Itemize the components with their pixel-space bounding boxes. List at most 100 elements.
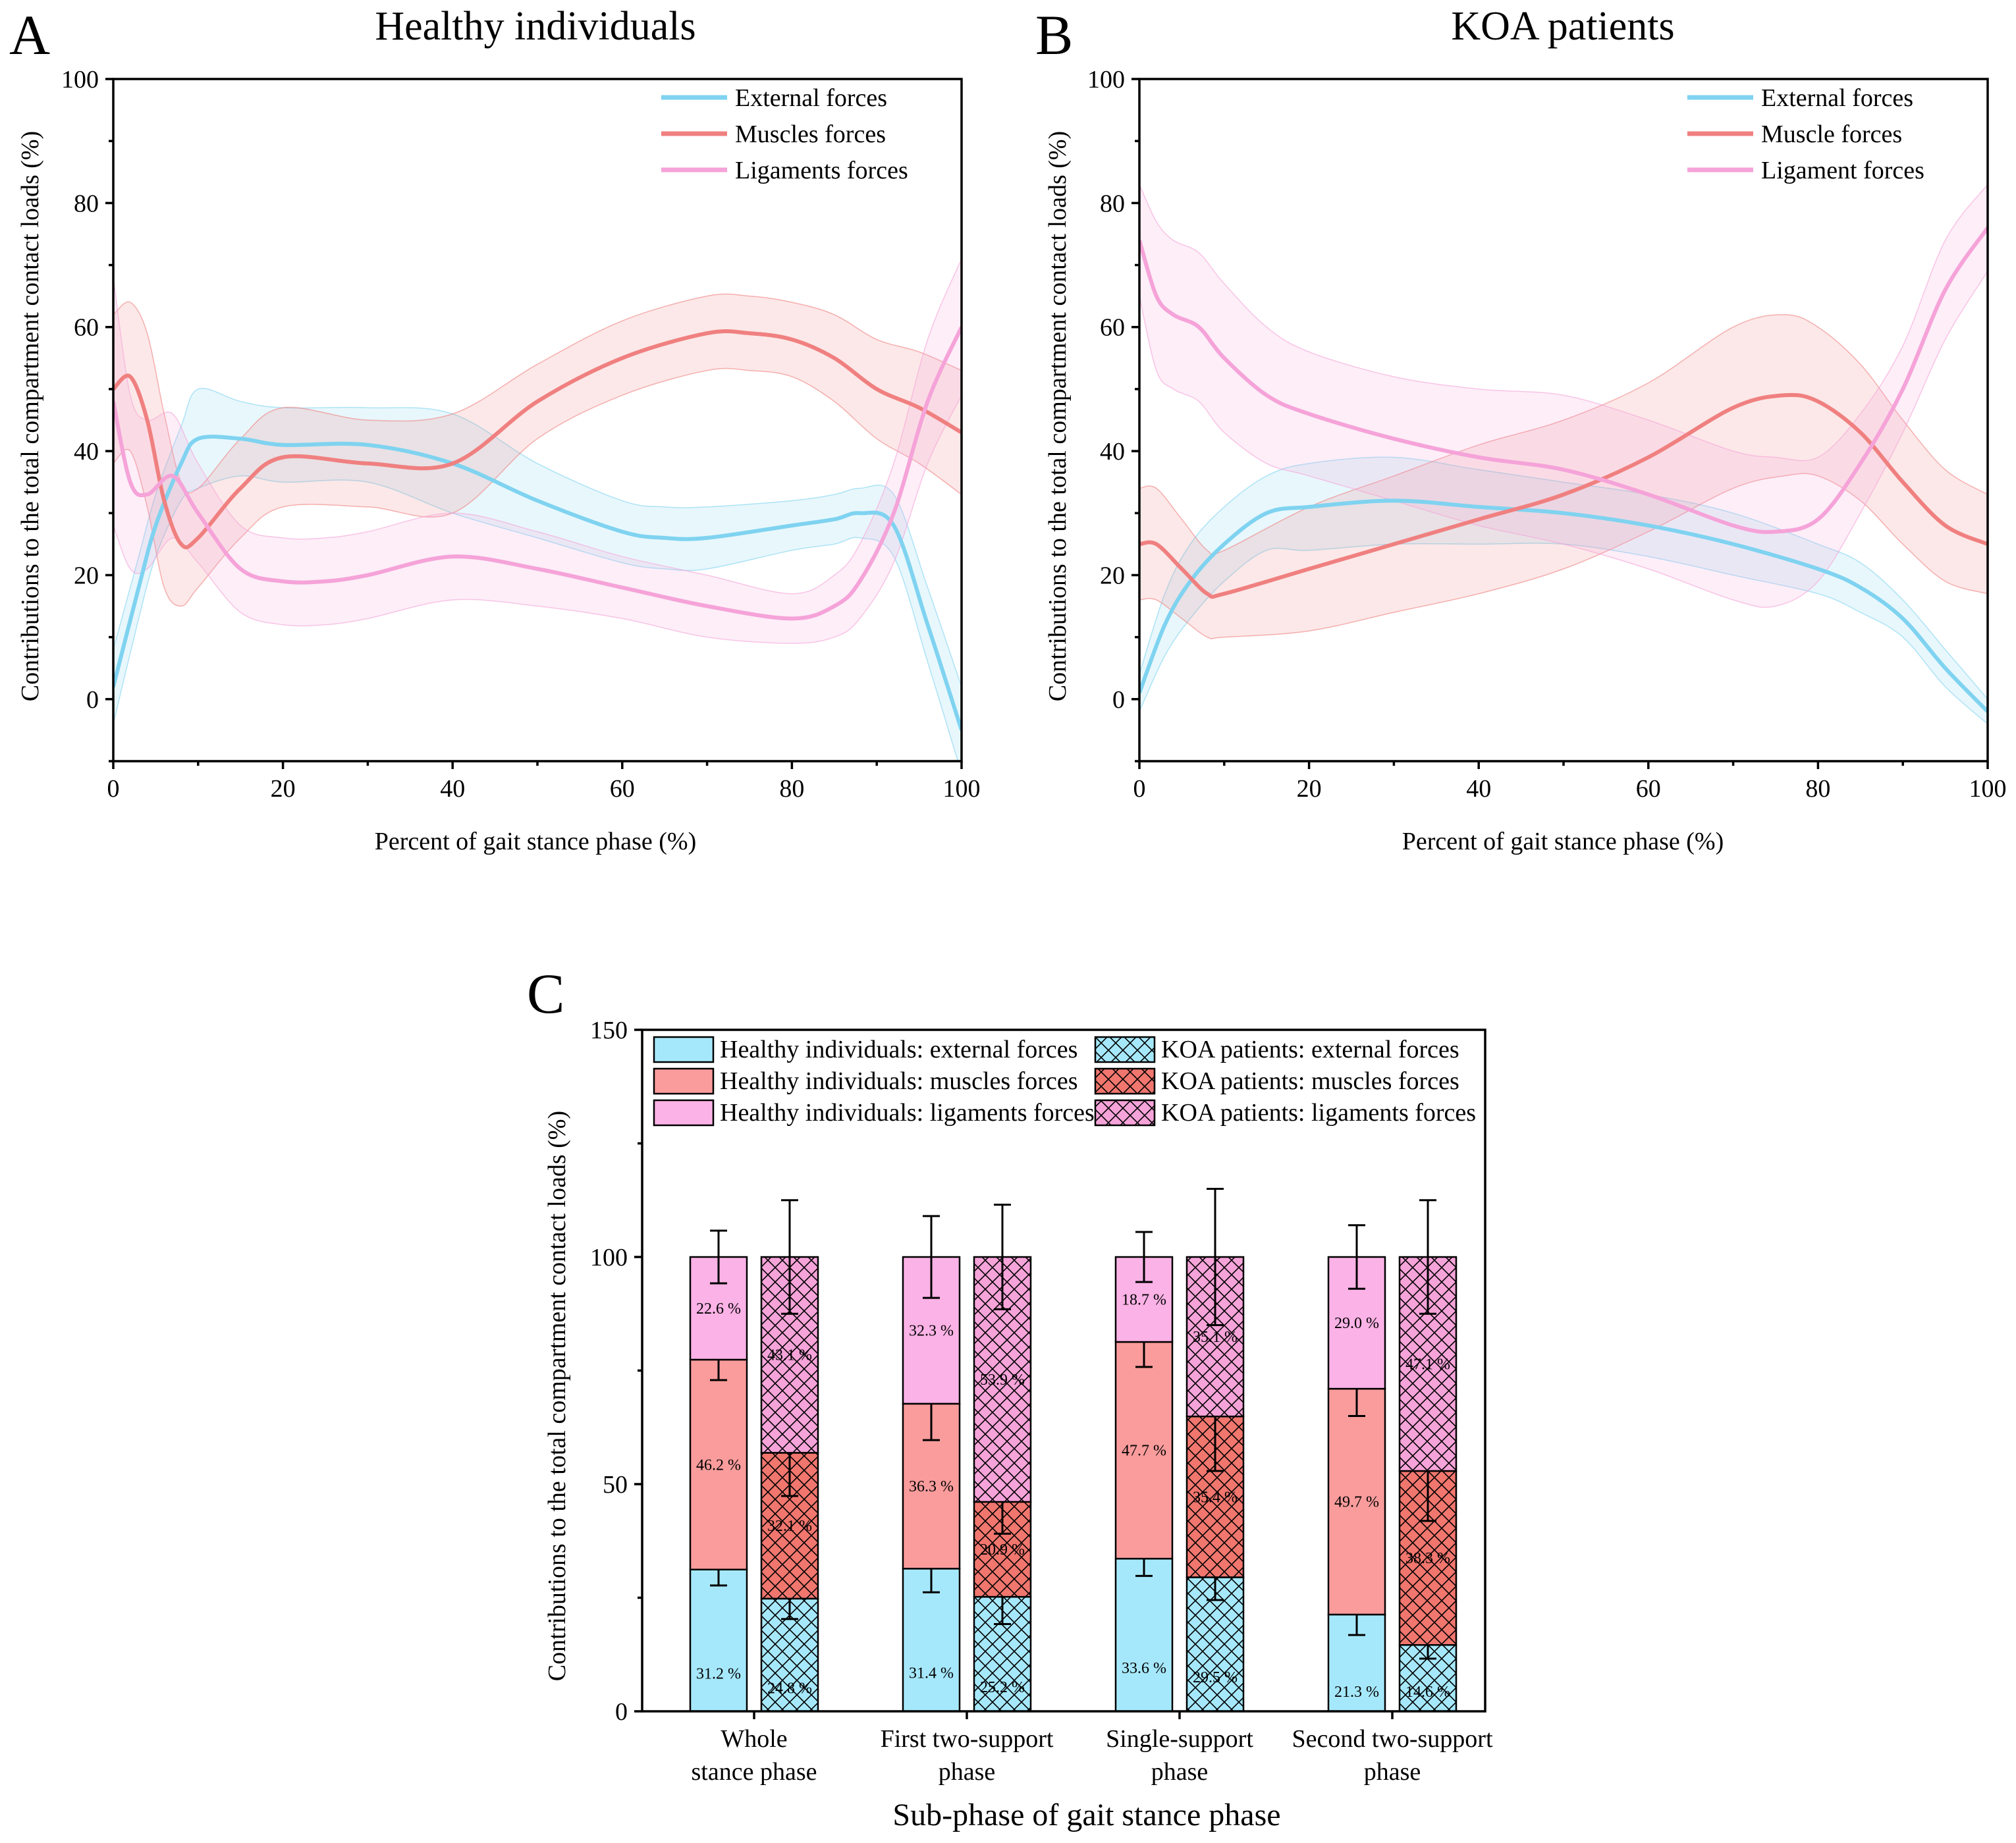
y-tick-label: 20 — [1100, 562, 1125, 589]
plot-area — [1139, 183, 1988, 725]
bar-value-label: 36.3 % — [909, 1478, 954, 1495]
bar-value-label: 25.2 % — [980, 1679, 1025, 1696]
y-tick-label: 80 — [1100, 190, 1125, 217]
series-line-0 — [113, 435, 962, 731]
panel-a-line-chart: A Healthy individuals Percent of gait st… — [9, 3, 981, 855]
bar-value-label: 24.8 % — [767, 1680, 812, 1697]
bar-value-label: 14.6 % — [1405, 1684, 1450, 1701]
bar-value-label: 47.1 % — [1405, 1356, 1450, 1373]
legend-label-3: KOA patients: muscles forces — [1161, 1067, 1459, 1095]
bar-value-label: 32.1 % — [767, 1518, 812, 1535]
y-tick-label: 60 — [1100, 314, 1125, 342]
x-category-label: phase — [1151, 1758, 1209, 1786]
panel-c-stacked-bar-chart: C Sub-phase of gait stance phase Contrib… — [527, 962, 1493, 1832]
legend-swatch-3 — [1094, 1067, 1156, 1095]
legend-label-0: Healthy individuals: external forces — [720, 1036, 1077, 1063]
x-tick-label: 100 — [943, 775, 981, 803]
legend-swatch-2 — [653, 1067, 715, 1095]
series-band-2 — [1139, 183, 1988, 608]
legend-label-2: Ligaments forces — [735, 157, 908, 184]
x-category-label: phase — [1364, 1758, 1421, 1786]
bar-value-label: 22.6 % — [696, 1300, 741, 1318]
panel-a-y-axis-label: Contributions to the total compartment c… — [16, 131, 44, 701]
bar-value-label: 29.0 % — [1334, 1315, 1379, 1332]
legend-label-0: External forces — [735, 84, 887, 112]
x-tick-label: 60 — [610, 775, 635, 803]
bar-segment-muscle — [689, 1358, 748, 1570]
y-tick-label: 80 — [74, 190, 99, 217]
series-line-2 — [1139, 227, 1988, 535]
y-tick-label: 100 — [61, 66, 99, 93]
bar-value-label: 46.2 % — [696, 1456, 741, 1474]
bar-value-label: 18.7 % — [1122, 1292, 1166, 1309]
y-tick-label: 0 — [615, 1698, 628, 1726]
x-category-label: Single-support — [1106, 1725, 1253, 1753]
panel-b-title: KOA patients — [1451, 4, 1674, 49]
panel-c-y-axis-label: Contributions to the total compartment c… — [543, 1111, 571, 1681]
x-tick-label: 40 — [1466, 775, 1491, 803]
series-line-1 — [1139, 392, 1988, 599]
plot-area — [113, 258, 962, 761]
series-line-1 — [113, 329, 962, 550]
bar-value-label: 43.1 % — [767, 1347, 812, 1364]
bar-value-label: 29.5 % — [1193, 1669, 1238, 1686]
x-tick-label: 40 — [440, 775, 465, 803]
bar-value-label: 35.4 % — [1193, 1489, 1238, 1506]
x-tick-label: 0 — [1133, 775, 1146, 803]
y-tick-label: 0 — [86, 686, 99, 714]
legend-label-1: Muscles forces — [735, 120, 886, 148]
series-band-1 — [113, 293, 962, 607]
bar-value-label: 32.3 % — [909, 1322, 954, 1339]
bar-segment-external — [973, 1595, 1032, 1713]
bar-value-label: 35.1 % — [1193, 1329, 1238, 1346]
series-line-0 — [1139, 498, 1988, 713]
bar-value-label: 31.4 % — [909, 1665, 954, 1682]
y-tick-label: 40 — [1100, 438, 1125, 466]
x-category-label: Whole — [721, 1725, 787, 1753]
legend-swatch-0 — [653, 1036, 715, 1063]
bar-value-label: 53.9 % — [980, 1372, 1025, 1389]
bar-value-label: 20.9 % — [980, 1541, 1025, 1559]
panel-a-title: Healthy individuals — [375, 4, 695, 49]
y-tick-label: 100 — [590, 1244, 628, 1271]
x-category-label: Second two-support — [1292, 1725, 1492, 1753]
bar-segment-external — [689, 1568, 748, 1713]
x-tick-label: 0 — [107, 775, 120, 803]
legend-label-1: KOA patients: external forces — [1161, 1036, 1459, 1063]
legend-swatch-5 — [1094, 1099, 1156, 1127]
y-tick-label: 0 — [1112, 686, 1125, 714]
x-tick-label: 20 — [1297, 775, 1322, 803]
y-tick-label: 60 — [74, 314, 99, 342]
legend-label-5: KOA patients: ligaments forces — [1161, 1099, 1476, 1127]
legend-swatch-1 — [1094, 1036, 1156, 1063]
bar-value-label: 31.2 % — [696, 1665, 741, 1682]
panel-b-y-axis-label: Contributions to the total compartment c… — [1044, 131, 1072, 701]
bar-value-label: 33.6 % — [1122, 1660, 1166, 1677]
bar-value-label: 21.3 % — [1334, 1684, 1379, 1701]
legend-swatch-4 — [653, 1099, 715, 1127]
panel-label-a: A — [9, 3, 50, 67]
panel-b-x-axis-label: Percent of gait stance phase (%) — [1402, 828, 1724, 855]
panel-a-x-axis-label: Percent of gait stance phase (%) — [375, 828, 697, 855]
panel-label-b: B — [1035, 3, 1073, 67]
panel-c-x-axis-label: Sub-phase of gait stance phase — [892, 1798, 1280, 1832]
bar-value-label: 47.7 % — [1122, 1443, 1166, 1460]
y-tick-label: 20 — [74, 562, 99, 589]
series-line-2 — [113, 326, 962, 621]
bar-value-label: 38.3 % — [1405, 1550, 1450, 1567]
bar-segment-muscle — [1114, 1341, 1174, 1560]
y-tick-label: 50 — [603, 1471, 628, 1499]
x-tick-label: 80 — [779, 775, 804, 803]
legend-label-1: Muscle forces — [1761, 120, 1902, 148]
x-category-label: stance phase — [692, 1758, 817, 1786]
x-tick-label: 100 — [1969, 775, 2007, 803]
panel-b-line-chart: B KOA patients Percent of gait stance ph… — [1035, 3, 2007, 855]
x-category-label: First two-support — [881, 1725, 1054, 1753]
y-tick-label: 150 — [590, 1017, 628, 1044]
legend-label-4: Healthy individuals: ligaments forces — [720, 1099, 1095, 1127]
x-tick-label: 20 — [271, 775, 296, 803]
legend-label-2: Healthy individuals: muscles forces — [720, 1067, 1078, 1095]
legend-label-2: Ligament forces — [1761, 157, 1924, 184]
x-tick-label: 60 — [1636, 775, 1661, 803]
